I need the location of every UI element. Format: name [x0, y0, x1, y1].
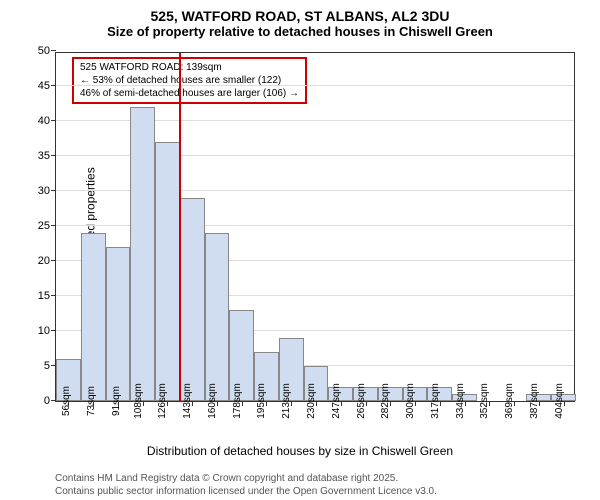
attribution-line2: Contains public sector information licen… — [55, 485, 437, 498]
y-tick-mark — [51, 295, 56, 296]
x-tick-label: 317sqm — [422, 383, 441, 419]
attribution-line1: Contains HM Land Registry data © Crown c… — [55, 472, 437, 485]
x-tick-mark — [390, 401, 391, 406]
chart-title-sub: Size of property relative to detached ho… — [0, 24, 600, 43]
x-tick-mark — [93, 401, 94, 406]
x-tick-label: 126sqm — [150, 383, 169, 419]
histogram-bar — [106, 247, 131, 401]
chart-title-main: 525, WATFORD ROAD, ST ALBANS, AL2 3DU — [0, 0, 600, 24]
x-tick-label: 73sqm — [78, 386, 97, 416]
histogram-bar — [205, 233, 230, 401]
x-tick-label: 160sqm — [199, 383, 218, 419]
annotation-box: 525 WATFORD ROAD: 139sqm ← 53% of detach… — [72, 57, 307, 104]
y-tick-mark — [51, 365, 56, 366]
x-tick-label: 265sqm — [348, 383, 367, 419]
x-tick-mark — [242, 401, 243, 406]
y-tick-label: 30 — [38, 185, 56, 197]
x-tick-mark — [415, 401, 416, 406]
x-tick-label: 352sqm — [472, 383, 491, 419]
x-tick-label: 178sqm — [224, 383, 243, 419]
histogram-bar — [180, 198, 205, 401]
reference-line — [179, 53, 181, 401]
y-tick-mark — [51, 85, 56, 86]
y-tick-label: 20 — [38, 255, 56, 267]
y-tick-mark — [51, 155, 56, 156]
y-tick-mark — [51, 330, 56, 331]
y-tick-label: 5 — [44, 360, 56, 372]
x-tick-mark — [143, 401, 144, 406]
annotation-line1: 525 WATFORD ROAD: 139sqm — [80, 61, 299, 74]
x-tick-label: 91sqm — [103, 386, 122, 416]
x-tick-mark — [217, 401, 218, 406]
x-tick-mark — [440, 401, 441, 406]
x-tick-label: 247sqm — [323, 383, 342, 419]
x-tick-mark — [514, 401, 515, 406]
y-tick-label: 25 — [38, 220, 56, 232]
y-tick-mark — [51, 190, 56, 191]
x-tick-mark — [266, 401, 267, 406]
histogram-bar — [130, 107, 155, 401]
x-tick-label: 404sqm — [546, 383, 565, 419]
x-tick-mark — [489, 401, 490, 406]
x-tick-label: 230sqm — [298, 383, 317, 419]
x-tick-mark — [316, 401, 317, 406]
attribution-text: Contains HM Land Registry data © Crown c… — [55, 472, 437, 498]
x-tick-label: 195sqm — [249, 383, 268, 419]
y-tick-mark — [51, 120, 56, 121]
x-tick-label: 282sqm — [372, 383, 391, 419]
x-tick-mark — [341, 401, 342, 406]
x-axis-label: Distribution of detached houses by size … — [0, 444, 600, 458]
x-tick-label: 300sqm — [397, 383, 416, 419]
x-tick-label: 56sqm — [53, 386, 72, 416]
x-tick-mark — [167, 401, 168, 406]
grid-line — [56, 85, 574, 86]
chart-plot-area: 525 WATFORD ROAD: 139sqm ← 53% of detach… — [55, 52, 575, 402]
y-tick-label: 35 — [38, 150, 56, 162]
y-tick-label: 45 — [38, 80, 56, 92]
x-tick-mark — [118, 401, 119, 406]
annotation-line3: 46% of semi-detached houses are larger (… — [80, 87, 299, 100]
x-tick-label: 334sqm — [447, 383, 466, 419]
histogram-bar — [155, 142, 180, 401]
y-tick-label: 15 — [38, 290, 56, 302]
x-tick-mark — [366, 401, 367, 406]
y-tick-label: 40 — [38, 115, 56, 127]
x-tick-label: 387sqm — [521, 383, 540, 419]
y-tick-label: 10 — [38, 325, 56, 337]
x-tick-mark — [465, 401, 466, 406]
x-tick-label: 108sqm — [125, 383, 144, 419]
x-tick-mark — [539, 401, 540, 406]
x-tick-label: 143sqm — [174, 383, 193, 419]
histogram-bar — [81, 233, 106, 401]
x-tick-mark — [291, 401, 292, 406]
x-tick-mark — [192, 401, 193, 406]
y-tick-mark — [51, 225, 56, 226]
y-tick-label: 50 — [38, 45, 56, 57]
x-tick-label: 213sqm — [273, 383, 292, 419]
y-tick-mark — [51, 260, 56, 261]
x-tick-label: 369sqm — [496, 383, 515, 419]
x-tick-mark — [68, 401, 69, 406]
y-tick-mark — [51, 50, 56, 51]
x-tick-mark — [564, 401, 565, 406]
